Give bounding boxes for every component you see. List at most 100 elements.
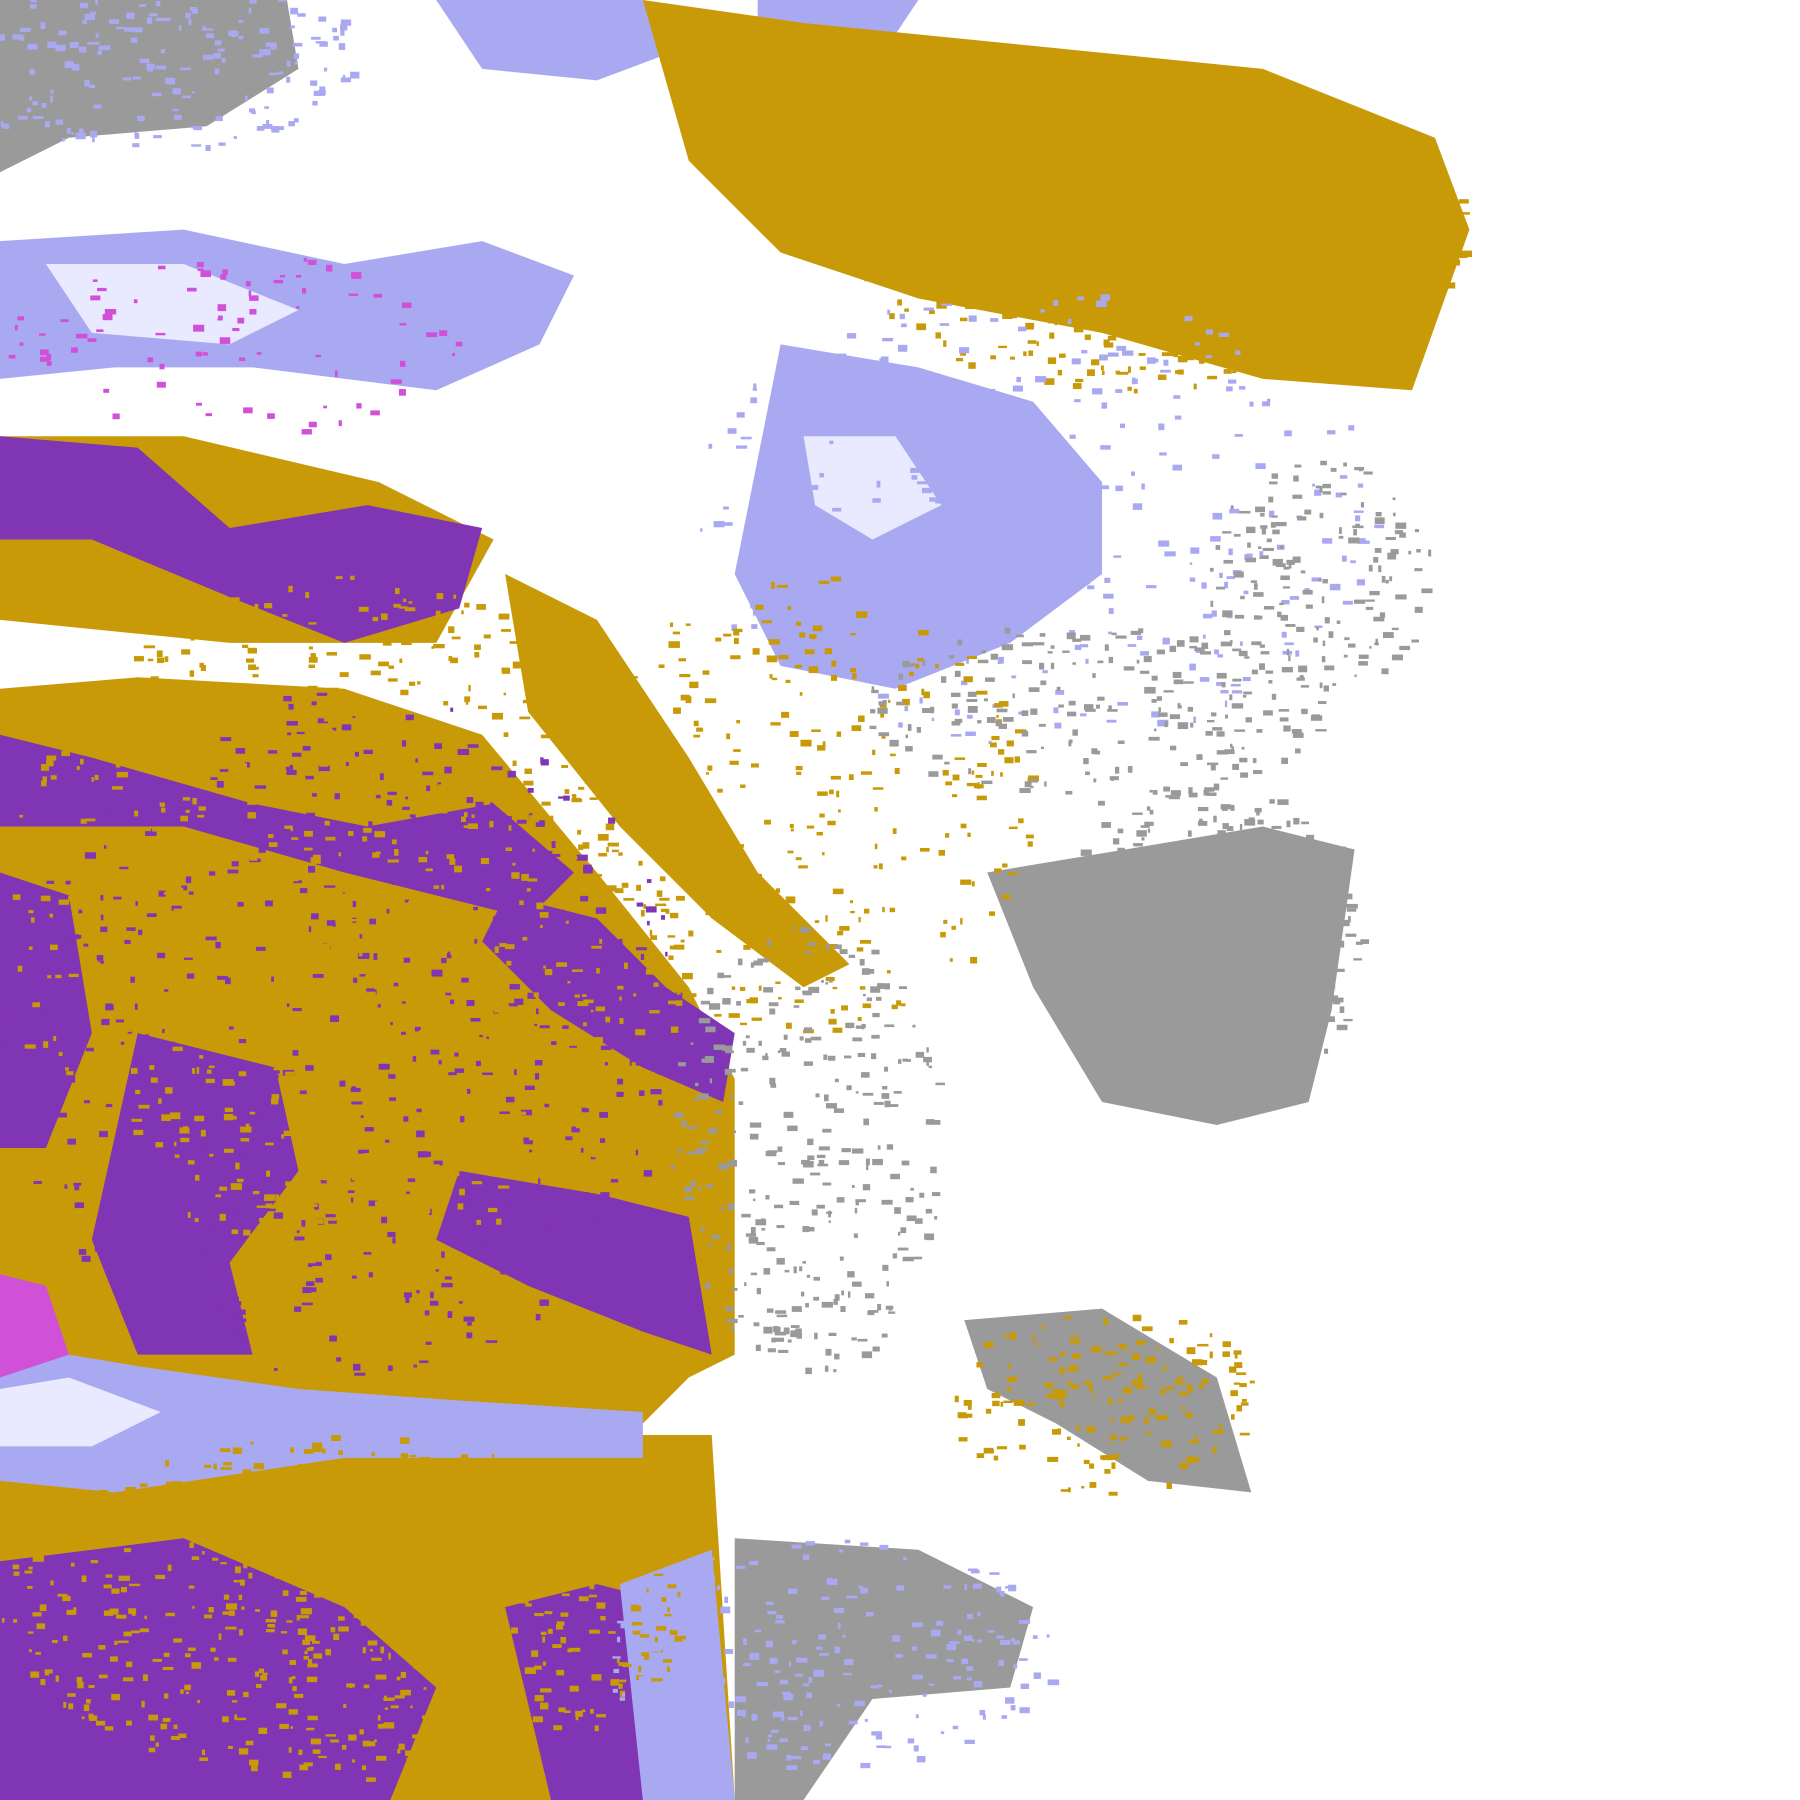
cloud-pixel-cluster bbox=[1148, 295, 1155, 300]
cloud-pixel-cluster bbox=[58, 30, 67, 36]
cloud-pixel-cluster bbox=[619, 1697, 626, 1701]
cloud-pixel-cluster bbox=[164, 656, 169, 663]
cloud-pixel-cluster bbox=[1353, 510, 1364, 513]
cloud-pixel-cluster bbox=[503, 692, 507, 696]
cloud-pixel-cluster bbox=[781, 711, 790, 718]
cloud-pixel-cluster bbox=[266, 986, 273, 992]
cloud-pixel-cluster bbox=[676, 1676, 681, 1683]
cloud-pixel-cluster bbox=[81, 1575, 87, 1583]
cloud-pixel-cluster bbox=[767, 1348, 776, 1353]
cloud-pixel-cluster bbox=[1116, 186, 1129, 192]
cloud-pixel-cluster bbox=[266, 1022, 275, 1027]
cloud-pixel-cluster bbox=[1104, 263, 1110, 267]
cloud-pixel-cluster bbox=[606, 885, 617, 892]
cloud-pixel-cluster bbox=[401, 740, 407, 747]
cloud-pixel-cluster bbox=[728, 1701, 735, 1708]
cloud-pixel-cluster bbox=[445, 1511, 451, 1516]
cloud-pixel-cluster bbox=[579, 1524, 584, 1532]
cloud-pixel-cluster bbox=[285, 1181, 291, 1186]
cloud-pixel-cluster bbox=[966, 658, 969, 664]
cloud-pixel-cluster bbox=[1291, 865, 1297, 872]
cloud-pixel-cluster bbox=[113, 896, 122, 900]
cloud-pixel-cluster bbox=[1010, 1331, 1016, 1339]
cloud-pixel-cluster bbox=[473, 906, 479, 911]
cloud-pixel-cluster bbox=[660, 974, 669, 981]
cloud-pixel-cluster bbox=[1068, 700, 1076, 706]
cloud-pixel-cluster bbox=[570, 711, 579, 716]
cloud-pixel-cluster bbox=[299, 1764, 309, 1771]
cloud-pixel-cluster bbox=[915, 1714, 919, 1719]
cloud-pixel-cluster bbox=[558, 1707, 566, 1713]
cloud-pixel-cluster bbox=[1314, 625, 1323, 629]
cloud-pixel-cluster bbox=[1005, 1586, 1017, 1589]
cloud-pixel-cluster bbox=[571, 797, 581, 802]
cloud-pixel-cluster bbox=[312, 100, 318, 106]
cloud-pixel-cluster bbox=[915, 1051, 925, 1058]
cloud-pixel-cluster bbox=[1280, 256, 1289, 262]
cloud-pixel-cluster bbox=[247, 1520, 257, 1523]
cloud-pixel-cluster bbox=[1071, 358, 1081, 365]
cloud-pixel-cluster bbox=[439, 1573, 447, 1577]
cloud-pixel-cluster bbox=[806, 1274, 811, 1278]
cloud-pixel-cluster bbox=[1297, 98, 1303, 106]
cloud-pixel-cluster bbox=[444, 726, 453, 732]
cloud-pixel-cluster bbox=[1100, 294, 1110, 301]
cloud-pixel-cluster bbox=[532, 1716, 543, 1723]
cloud-pixel-cluster bbox=[696, 1123, 699, 1127]
cloud-pixel-cluster bbox=[787, 1125, 798, 1132]
cloud-pixel-cluster bbox=[1008, 217, 1019, 223]
cloud-pixel-cluster bbox=[791, 1306, 802, 1312]
cloud-pixel-cluster bbox=[34, 906, 41, 913]
cloud-pixel-cluster bbox=[112, 997, 116, 1005]
cloud-pixel-cluster bbox=[535, 820, 545, 827]
cloud-pixel-cluster bbox=[152, 1658, 162, 1662]
cloud-pixel-cluster bbox=[1040, 680, 1047, 686]
cloud-pixel-cluster bbox=[267, 750, 278, 754]
cloud-pixel-cluster bbox=[405, 714, 414, 721]
cloud-pixel-cluster bbox=[81, 1716, 85, 1720]
cloud-pixel-cluster bbox=[462, 822, 472, 826]
cloud-pixel-cluster bbox=[43, 1041, 49, 1048]
cloud-pixel-cluster bbox=[1330, 198, 1338, 203]
cloud-pixel-cluster bbox=[1108, 95, 1118, 102]
cloud-pixel-cluster bbox=[1062, 650, 1070, 653]
cloud-pixel-cluster bbox=[756, 1287, 761, 1295]
cloud-pixel-cluster bbox=[363, 749, 373, 754]
cloud-pixel-cluster bbox=[700, 528, 703, 532]
cloud-pixel-cluster bbox=[306, 1540, 319, 1548]
cloud-pixel-cluster bbox=[298, 1749, 303, 1755]
cloud-pixel-cluster bbox=[1337, 314, 1344, 318]
cloud-pixel-cluster bbox=[534, 1695, 544, 1702]
cloud-pixel-cluster bbox=[256, 1205, 268, 1208]
cloud-pixel-cluster bbox=[90, 1560, 99, 1564]
cloud-pixel-cluster bbox=[896, 701, 905, 706]
cloud-pixel-cluster bbox=[479, 1031, 484, 1035]
cloud-pixel-cluster bbox=[319, 86, 326, 94]
cloud-pixel-cluster bbox=[998, 1660, 1005, 1667]
cloud-pixel-cluster bbox=[155, 1487, 167, 1494]
cloud-pixel-cluster bbox=[436, 1575, 445, 1580]
cloud-pixel-cluster bbox=[1315, 729, 1327, 732]
cloud-pixel-cluster bbox=[1252, 758, 1257, 764]
cloud-pixel-cluster bbox=[1162, 637, 1170, 645]
cloud-pixel-cluster bbox=[399, 1540, 403, 1548]
cloud-pixel-cluster bbox=[431, 646, 434, 649]
cloud-pixel-cluster bbox=[1139, 265, 1148, 272]
cloud-pixel-cluster bbox=[400, 1031, 406, 1035]
cloud-pixel-cluster bbox=[1240, 184, 1245, 191]
cloud-pixel-cluster bbox=[523, 1137, 529, 1144]
cloud-pixel-cluster bbox=[12, 34, 24, 40]
cloud-pixel-cluster bbox=[506, 960, 512, 966]
cloud-pixel-cluster bbox=[767, 940, 772, 947]
cloud-pixel-cluster bbox=[334, 1763, 341, 1770]
cloud-pixel-cluster bbox=[202, 25, 206, 30]
cloud-pixel-cluster bbox=[1115, 860, 1125, 865]
cloud-pixel-cluster bbox=[1058, 704, 1064, 708]
cloud-pixel-cluster bbox=[441, 1251, 445, 1258]
cloud-pixel-cluster bbox=[630, 1604, 642, 1612]
cloud-pixel-cluster bbox=[1291, 964, 1296, 969]
cloud-pixel-cluster bbox=[197, 268, 204, 272]
cloud-pixel-cluster bbox=[181, 885, 188, 891]
cloud-pixel-cluster bbox=[1338, 535, 1344, 539]
cloud-pixel-cluster bbox=[349, 754, 355, 760]
